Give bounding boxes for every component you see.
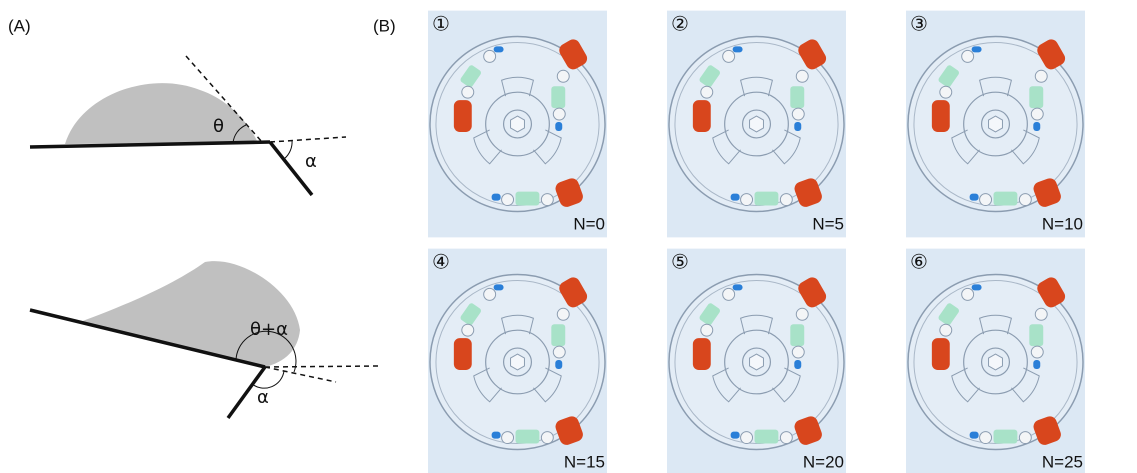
photo-index: ④ — [432, 250, 450, 274]
photo: ② N=5 — [667, 11, 846, 238]
photo-index: ⑥ — [910, 250, 928, 274]
top-diagram: θ α — [30, 56, 346, 195]
photo-caption: N=25 — [1042, 452, 1083, 471]
photo-caption: N=15 — [564, 452, 605, 471]
extension-line — [270, 137, 346, 142]
photo-index: ③ — [910, 12, 928, 36]
angle-label: θ — [213, 116, 224, 137]
dish-image — [906, 11, 1085, 238]
droplet — [65, 83, 258, 144]
photo: ① N=0 — [428, 11, 607, 238]
dish-image — [428, 11, 607, 238]
dish-image — [428, 249, 607, 473]
photo-index: ① — [432, 12, 450, 36]
photo-caption: N=5 — [812, 214, 844, 233]
panel-label: (B) — [373, 16, 396, 35]
dish-image — [667, 11, 846, 238]
photo-index: ⑤ — [671, 250, 689, 274]
photo: ⑥ N=25 — [906, 249, 1085, 473]
photo: ⑤ N=20 — [667, 249, 846, 473]
extension-line — [265, 366, 378, 367]
photo-caption: N=0 — [573, 214, 605, 233]
dish-image — [667, 249, 846, 473]
droplet — [80, 261, 300, 367]
photo-caption: N=10 — [1042, 214, 1083, 233]
angle-label: α — [257, 387, 269, 408]
panel-label: (A) — [8, 16, 31, 35]
dish-image — [906, 249, 1085, 473]
angle-label: θ+α — [250, 319, 288, 340]
angle-label: α — [305, 151, 317, 172]
bottom-diagram: θ+α α — [30, 261, 378, 418]
photo: ③ N=10 — [906, 11, 1085, 238]
photo-index: ② — [671, 12, 689, 36]
photo-grid: ① N=0 ② N=5 ③ N=10 ④ N=15 ⑤ N=20 ⑥ N=25 — [428, 11, 1085, 473]
angle-arc — [284, 140, 292, 159]
figure: (A) (B) θ α θ+α α ① N=0 ② N=5 ③ N=10 ④ N=15 ⑤ N=2… — [0, 0, 1137, 473]
extension-line — [265, 367, 336, 382]
photo-caption: N=20 — [803, 452, 844, 471]
photo: ④ N=15 — [428, 249, 607, 473]
